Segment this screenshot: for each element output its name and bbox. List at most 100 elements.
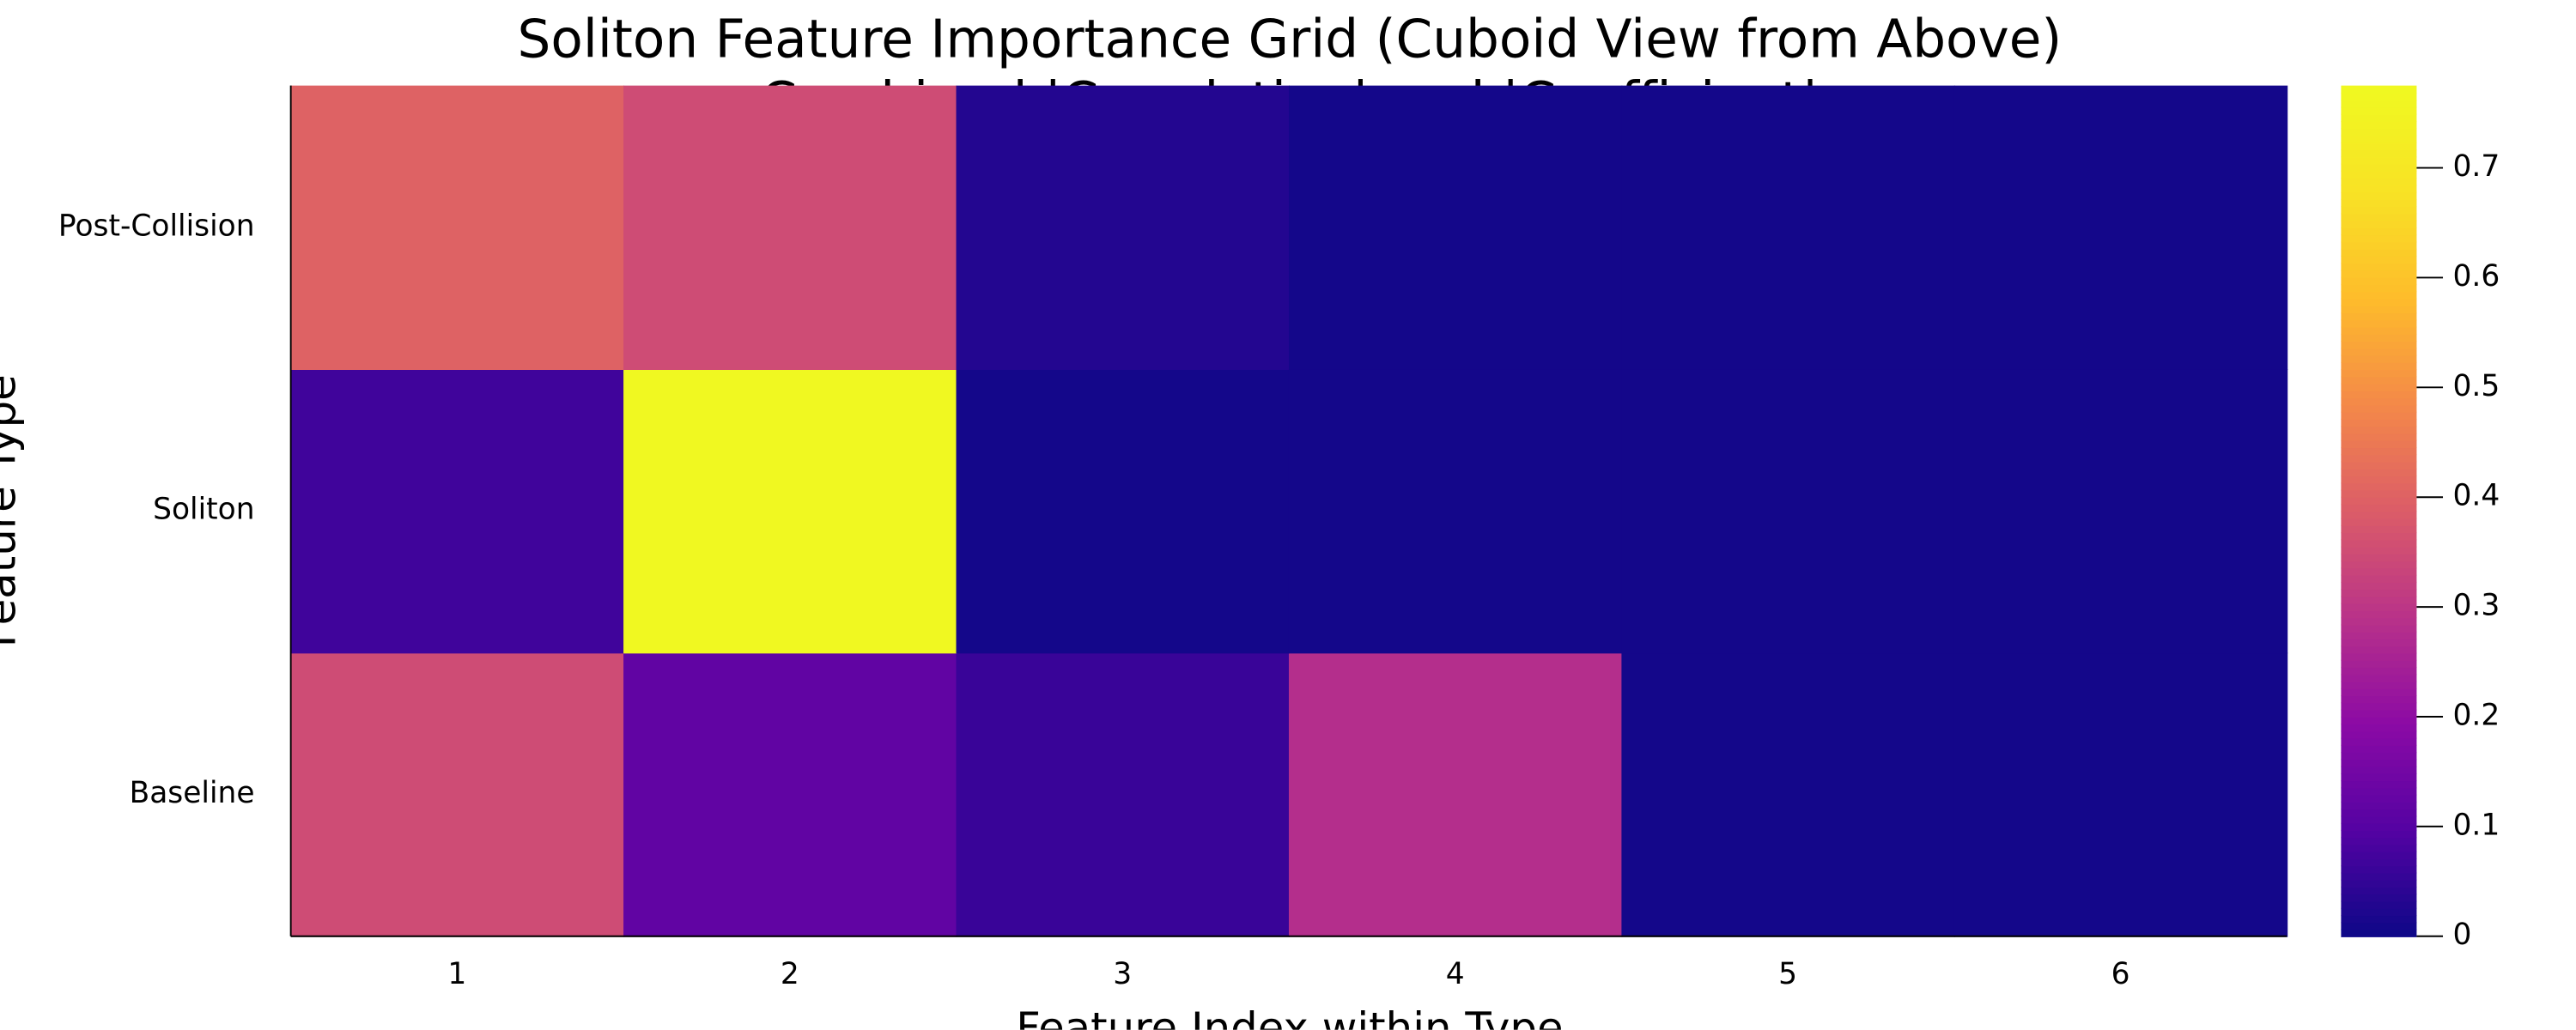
- colorbar-segment: [2341, 752, 2417, 760]
- colorbar-segment: [2341, 298, 2417, 306]
- colorbar-segment: [2341, 446, 2417, 456]
- colorbar-segment: [2341, 531, 2417, 541]
- colorbar-segment: [2341, 439, 2417, 449]
- colorbar-segment: [2341, 801, 2417, 810]
- y-tick-label: Baseline: [130, 776, 255, 810]
- colorbar-segment: [2341, 723, 2417, 732]
- heatmap-cell: [623, 652, 957, 937]
- colorbar-tick-label: 0.1: [2453, 808, 2500, 842]
- colorbar-segment: [2341, 482, 2417, 491]
- colorbar-segment: [2341, 283, 2417, 293]
- colorbar-segment: [2341, 92, 2417, 101]
- colorbar-segment: [2341, 100, 2417, 108]
- colorbar-tick-label: 0.5: [2453, 369, 2500, 403]
- colorbar-segment: [2341, 681, 2417, 689]
- colorbar-segment: [2341, 170, 2417, 179]
- colorbar-segment: [2341, 198, 2417, 208]
- colorbar-segment: [2341, 857, 2417, 867]
- colorbar-segment: [2341, 851, 2417, 860]
- colorbar-segment: [2341, 348, 2417, 356]
- colorbar-tick-label: 0.6: [2453, 259, 2500, 294]
- colorbar-segment: [2341, 772, 2417, 782]
- colorbar-segment: [2341, 163, 2417, 172]
- colorbar-segment: [2341, 468, 2417, 477]
- colorbar-segment: [2341, 135, 2417, 143]
- colorbar-segment: [2341, 780, 2417, 789]
- colorbar-segment: [2341, 688, 2417, 697]
- colorbar-tick-label: 0.2: [2453, 698, 2500, 732]
- colorbar-segment: [2341, 404, 2417, 413]
- colorbar-segment: [2341, 511, 2417, 519]
- colorbar-segment: [2341, 560, 2417, 569]
- colorbar-segment: [2341, 461, 2417, 470]
- colorbar-tick-label: 0.3: [2453, 589, 2500, 623]
- x-tick-label: 1: [447, 957, 466, 991]
- colorbar-segment: [2341, 326, 2417, 335]
- colorbar-segment: [2341, 624, 2417, 633]
- colorbar-segment: [2341, 659, 2417, 669]
- colorbar-segment: [2341, 128, 2417, 136]
- colorbar-segment: [2341, 426, 2417, 434]
- colorbar-tick-label: 0: [2453, 918, 2472, 952]
- heatmap-cell: [290, 652, 625, 937]
- colorbar-segment: [2341, 837, 2417, 845]
- x-tick-label: 6: [2111, 957, 2130, 991]
- colorbar-segment: [2341, 581, 2417, 591]
- heatmap-cell: [956, 369, 1290, 654]
- colorbar-segment: [2341, 418, 2417, 427]
- colorbar-segment: [2341, 113, 2417, 123]
- heatmap-cell: [1621, 652, 1955, 937]
- colorbar-segment: [2341, 213, 2417, 221]
- heatmap-cell: [1621, 85, 1955, 370]
- colorbar-segment: [2341, 156, 2417, 165]
- colorbar-segment: [2341, 900, 2417, 909]
- heatmap-cell: [290, 85, 625, 370]
- colorbar-segment: [2341, 759, 2417, 767]
- colorbar-segment: [2341, 539, 2417, 548]
- heatmap-cell: [623, 369, 957, 654]
- colorbar-segment: [2341, 234, 2417, 243]
- colorbar-segment: [2341, 666, 2417, 676]
- colorbar-tick-label: 0.4: [2453, 479, 2500, 513]
- colorbar-segment: [2341, 574, 2417, 583]
- colorbar-segment: [2341, 383, 2417, 391]
- colorbar-segment: [2341, 291, 2417, 300]
- colorbar-segment: [2341, 475, 2417, 484]
- colorbar-segment: [2341, 766, 2417, 774]
- colorbar-segment: [2341, 263, 2417, 271]
- heatmap-cell: [1621, 369, 1955, 654]
- colorbar-segment: [2341, 85, 2417, 94]
- colorbar-tick-label: 0.7: [2453, 149, 2500, 184]
- colorbar-segment: [2341, 879, 2417, 888]
- heatmap-cell: [956, 85, 1290, 370]
- colorbar-segment: [2341, 120, 2417, 130]
- colorbar-segment: [2341, 737, 2417, 746]
- colorbar-segment: [2341, 907, 2417, 917]
- colorbar-segment: [2341, 702, 2417, 711]
- colorbar-segment: [2341, 142, 2417, 151]
- colorbar-segment: [2341, 270, 2417, 278]
- colorbar-segment: [2341, 496, 2417, 506]
- colorbar-segment: [2341, 248, 2417, 258]
- colorbar-segment: [2341, 390, 2417, 399]
- heatmap-cell: [1953, 85, 2288, 370]
- colorbar-segment: [2341, 433, 2417, 441]
- colorbar-segment: [2341, 312, 2417, 321]
- colorbar-segment: [2341, 319, 2417, 328]
- colorbar-segment: [2341, 489, 2417, 498]
- colorbar-segment: [2341, 645, 2417, 654]
- colorbar-segment: [2341, 178, 2417, 186]
- colorbar-segment: [2341, 369, 2417, 378]
- colorbar-segment: [2341, 894, 2417, 902]
- colorbar-segment: [2341, 191, 2417, 200]
- colorbar-segment: [2341, 929, 2417, 937]
- colorbar-segment: [2341, 567, 2417, 576]
- colorbar-segment: [2341, 844, 2417, 852]
- colorbar-segment: [2341, 149, 2417, 158]
- colorbar-segment: [2341, 609, 2417, 619]
- colorbar-segment: [2341, 829, 2417, 839]
- x-tick-label: 4: [1446, 957, 1465, 991]
- colorbar-segment: [2341, 524, 2417, 534]
- colorbar-segment: [2341, 454, 2417, 463]
